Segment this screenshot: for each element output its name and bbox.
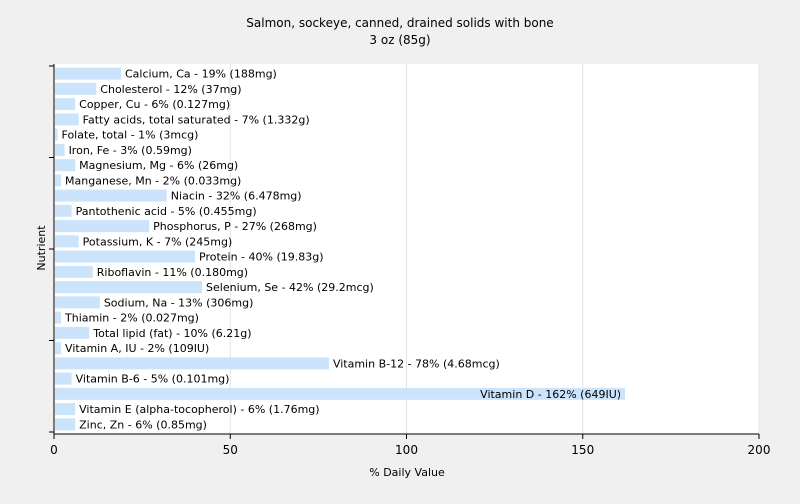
bar [55,372,72,385]
bar-label: Pantothenic acid - 5% (0.455mg) [76,205,257,218]
chart-subtitle: 3 oz (85g) [369,33,430,47]
bar [55,82,97,95]
bar-label: Sodium, Na - 13% (306mg) [104,296,254,309]
bar [55,220,150,233]
x-tick-label: 50 [223,443,238,457]
bar-label: Folate, total - 1% (3mcg) [62,129,199,142]
bar [55,418,76,431]
bar-label: Iron, Fe - 3% (0.59mg) [69,144,192,157]
bar [55,128,58,141]
bar-label: Thiamin - 2% (0.027mg) [64,312,199,325]
bar [55,311,62,324]
bar [55,174,62,187]
bar [55,235,79,248]
bar-label: Protein - 40% (19.83g) [199,251,324,264]
bar [55,204,72,217]
bar [55,143,65,156]
x-tick-label: 200 [748,443,771,457]
y-axis-label: Nutrient [35,225,48,271]
bar [55,326,90,339]
bar [55,67,121,80]
bar [55,357,329,370]
bar-label: Phosphorus, P - 27% (268mg) [153,220,317,233]
bar-label: Cholesterol - 12% (37mg) [100,83,241,96]
chart-title: Salmon, sockeye, canned, drained solids … [246,16,553,30]
bar-label: Vitamin A, IU - 2% (109IU) [65,342,209,355]
x-axis-label: % Daily Value [369,466,445,479]
bar-label: Selenium, Se - 42% (29.2mcg) [206,281,374,294]
bar-label: Vitamin B-12 - 78% (4.68mcg) [333,357,500,370]
bar [55,265,93,278]
bar-label: Manganese, Mn - 2% (0.033mg) [65,174,241,187]
bar-label: Vitamin B-6 - 5% (0.101mg) [76,373,230,386]
bar [55,281,203,294]
bar-label: Copper, Cu - 6% (0.127mg) [79,98,230,111]
bar-label: Fatty acids, total saturated - 7% (1.332… [83,113,310,126]
bar-label: Magnesium, Mg - 6% (26mg) [79,159,238,172]
bar-label: Niacin - 32% (6.478mg) [171,190,302,203]
bar [55,387,626,400]
bar-label: Potassium, K - 7% (245mg) [83,235,233,248]
bar-label: Zinc, Zn - 6% (0.85mg) [79,418,207,431]
bar [55,250,195,263]
plot-area: Calcium, Ca - 19% (188mg) Cholesterol - 1… [49,64,770,457]
bar [55,342,62,355]
bar [55,296,100,309]
bar [55,189,167,202]
bar [55,98,76,111]
bar-label: Riboflavin - 11% (0.180mg) [97,266,248,279]
bar [55,159,76,172]
bar-label: Calcium, Ca - 19% (188mg) [125,68,277,81]
x-tick-label: 100 [395,443,418,457]
bar [55,403,76,416]
bar-label: Total lipid (fat) - 10% (6.21g) [92,327,251,340]
x-tick-label: 0 [50,443,58,457]
x-tick-label: 150 [571,443,594,457]
bar-label: Vitamin E (alpha-tocopherol) - 6% (1.76m… [79,403,319,416]
bar-label: Vitamin D - 162% (649IU) [480,388,621,401]
bar [55,113,79,126]
